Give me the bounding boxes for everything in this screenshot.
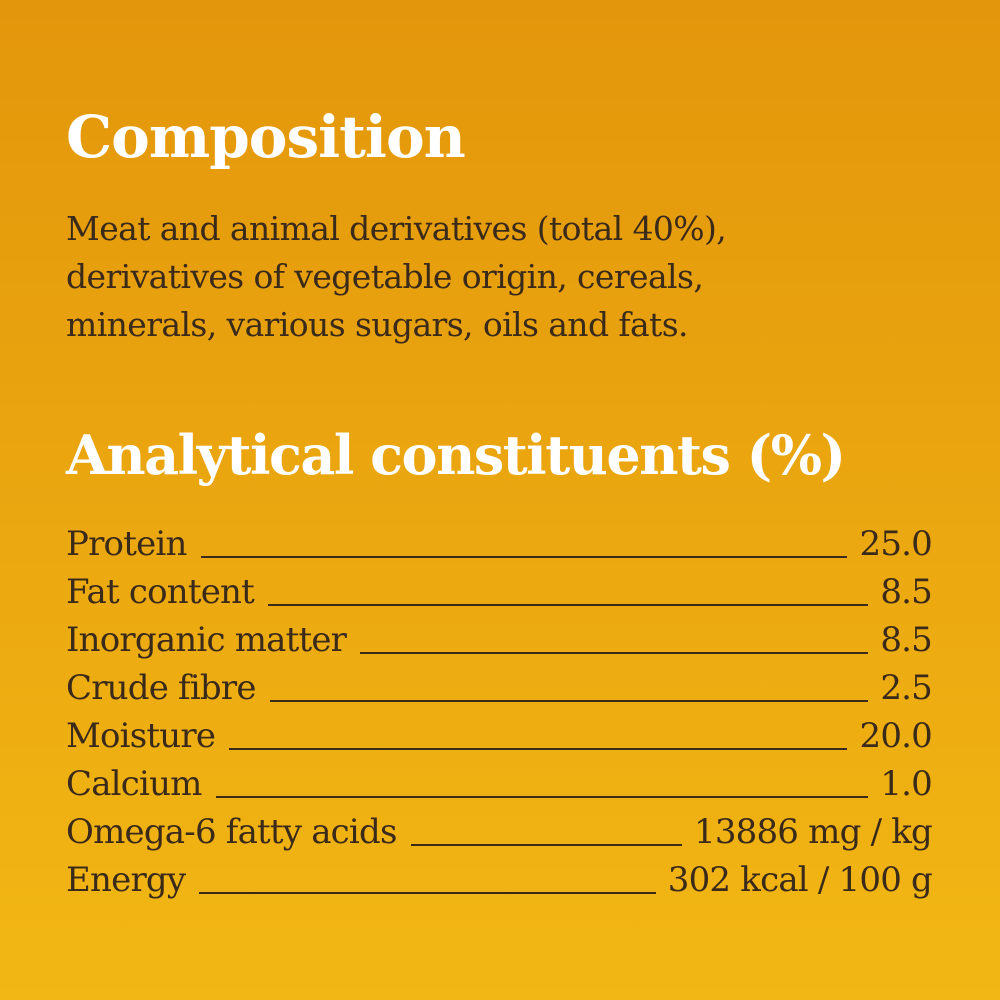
constituent-row: Omega-6 fatty acids 13886 mg / kg	[66, 812, 933, 860]
constituent-value: 302 kcal / 100 g	[667, 860, 933, 900]
constituent-label: Omega-6 fatty acids	[66, 812, 397, 852]
constituent-value: 20.0	[859, 716, 932, 756]
constituent-label: Calcium	[66, 764, 202, 804]
leader-line	[199, 892, 656, 894]
constituent-label: Protein	[66, 524, 187, 564]
constituent-value: 8.5	[880, 572, 932, 612]
constituent-row: Crude fibre 2.5	[66, 668, 933, 716]
leader-line	[410, 844, 682, 846]
constituent-row: Energy 302 kcal / 100 g	[66, 860, 933, 908]
constituent-row: Inorganic matter 8.5	[66, 620, 933, 668]
composition-line: minerals, various sugars, oils and fats.	[66, 305, 689, 344]
composition-title: Composition	[66, 103, 466, 171]
constituent-row: Moisture 20.0	[66, 716, 933, 764]
analytical-constituents-title: Analytical constituents (%)	[66, 423, 846, 487]
constituent-value: 1.0	[880, 764, 932, 804]
constituent-row: Calcium 1.0	[66, 764, 933, 812]
constituent-label: Energy	[66, 860, 186, 900]
constituent-value: 8.5	[880, 620, 932, 660]
leader-line	[269, 700, 869, 702]
constituent-value: 13886 mg / kg	[693, 812, 933, 852]
leader-line	[215, 796, 869, 798]
composition-line: derivatives of vegetable origin, cereals…	[66, 257, 704, 296]
constituent-label: Crude fibre	[66, 668, 256, 708]
constituent-label: Moisture	[66, 716, 216, 756]
constituent-value: 2.5	[880, 668, 932, 708]
constituent-row: Protein 25.0	[66, 524, 933, 572]
constituent-row: Fat content 8.5	[66, 572, 933, 620]
leader-line	[200, 556, 848, 558]
leader-line	[360, 652, 869, 654]
leader-line	[267, 604, 869, 606]
composition-text: Meat and animal derivatives (total 40%),…	[66, 205, 946, 349]
leader-line	[229, 748, 848, 750]
constituent-label: Fat content	[66, 572, 255, 612]
constituent-value: 25.0	[859, 524, 932, 564]
constituent-label: Inorganic matter	[66, 620, 347, 660]
analytical-constituents-list: Protein 25.0 Fat content 8.5 Inorganic m…	[66, 524, 933, 908]
composition-line: Meat and animal derivatives (total 40%),	[66, 209, 727, 248]
